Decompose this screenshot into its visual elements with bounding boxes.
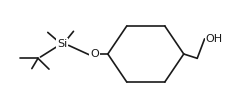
Text: OH: OH (206, 34, 223, 44)
Text: Si: Si (57, 39, 68, 49)
Text: O: O (90, 49, 99, 59)
